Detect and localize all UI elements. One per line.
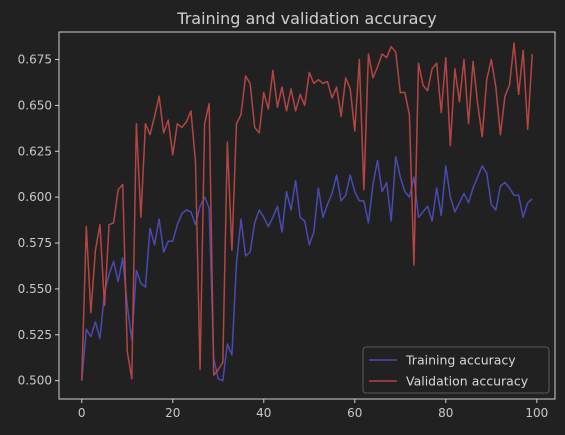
legend-label-1: Validation accuracy bbox=[406, 374, 529, 389]
axes-frame bbox=[58, 31, 556, 400]
series-line-1 bbox=[81, 42, 533, 381]
legend-label-0: Training accuracy bbox=[405, 353, 516, 368]
y-tick-label: 0.650 bbox=[18, 98, 52, 112]
x-tick-label: 80 bbox=[438, 406, 453, 420]
x-tick-label: 40 bbox=[256, 406, 271, 420]
chart-title: Training and validation accuracy bbox=[176, 9, 436, 28]
y-tick-label: 0.675 bbox=[18, 53, 52, 67]
series-line-0 bbox=[81, 156, 533, 382]
x-tick-label: 0 bbox=[78, 406, 86, 420]
y-tick-label: 0.625 bbox=[18, 144, 52, 158]
y-tick-label: 0.600 bbox=[18, 190, 52, 204]
y-tick-label: 0.550 bbox=[18, 282, 52, 296]
y-tick-label: 0.575 bbox=[18, 236, 52, 250]
y-tick-label: 0.500 bbox=[18, 374, 52, 388]
x-tick-label: 60 bbox=[347, 406, 362, 420]
x-tick-label: 20 bbox=[165, 406, 180, 420]
x-tick-label: 100 bbox=[525, 406, 548, 420]
y-tick-label: 0.525 bbox=[18, 328, 52, 342]
legend-box bbox=[362, 346, 550, 394]
